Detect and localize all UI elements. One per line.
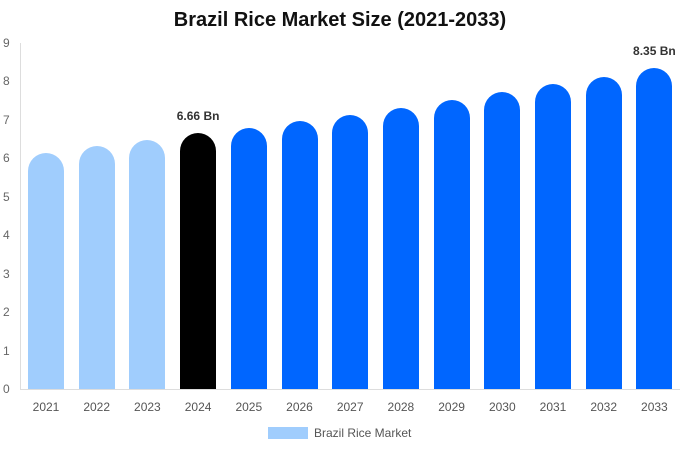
- bar-2027[interactable]: [332, 114, 369, 389]
- x-tick-label: 2028: [387, 400, 415, 414]
- x-tick-label: 2029: [438, 400, 465, 414]
- bar-2023[interactable]: [129, 140, 166, 389]
- x-tick-label: 2027: [336, 400, 364, 414]
- y-tick-label: 2: [3, 305, 10, 320]
- data-label-2033: 8.35 Bn: [633, 43, 676, 58]
- legend-label: Brazil Rice Market: [314, 426, 412, 440]
- y-tick-label: 1: [3, 343, 10, 358]
- y-tick-label: 4: [3, 228, 10, 243]
- bar-2021[interactable]: [28, 152, 64, 389]
- bar-2028[interactable]: [382, 107, 419, 389]
- y-tick-label: 6: [3, 151, 10, 166]
- data-label-2024: 6.66 Bn: [176, 108, 220, 123]
- bar-2024[interactable]: [180, 132, 217, 389]
- bar-2030[interactable]: [484, 91, 521, 389]
- x-tick-label: 2026: [286, 400, 313, 414]
- y-tick-label: 3: [3, 266, 10, 281]
- x-tick-label: 2021: [32, 400, 60, 414]
- y-tick-label: 0: [3, 382, 10, 396]
- y-tick-label: 5: [3, 189, 10, 204]
- x-tick-label: 2031: [539, 400, 567, 414]
- x-tick-label: 2022: [83, 400, 111, 414]
- legend: Brazil Rice Market: [268, 426, 411, 440]
- y-axis-line: [20, 43, 21, 389]
- chart-title: Brazil Rice Market Size (2021-2033): [173, 9, 507, 31]
- bar-2032[interactable]: [585, 76, 622, 389]
- x-tick-label: 2030: [488, 400, 516, 414]
- bar-2022[interactable]: [78, 146, 115, 389]
- legend-swatch: [268, 427, 308, 439]
- x-tick-label: 2024: [184, 400, 212, 414]
- x-axis-line: [20, 389, 680, 390]
- y-tick-label: 8: [3, 74, 10, 89]
- x-tick-label: 2032: [590, 400, 618, 414]
- bar-2033[interactable]: [636, 67, 673, 389]
- y-tick-label: 9: [3, 36, 10, 50]
- bar-2026[interactable]: [281, 120, 318, 389]
- x-tick-label: 2023: [134, 400, 161, 414]
- bar-2025[interactable]: [230, 127, 267, 389]
- y-tick-label: 7: [3, 112, 10, 127]
- x-tick-label: 2025: [235, 400, 263, 414]
- bar-2031[interactable]: [535, 83, 571, 389]
- bar-2029[interactable]: [433, 99, 470, 389]
- x-tick-label: 2033: [641, 400, 668, 414]
